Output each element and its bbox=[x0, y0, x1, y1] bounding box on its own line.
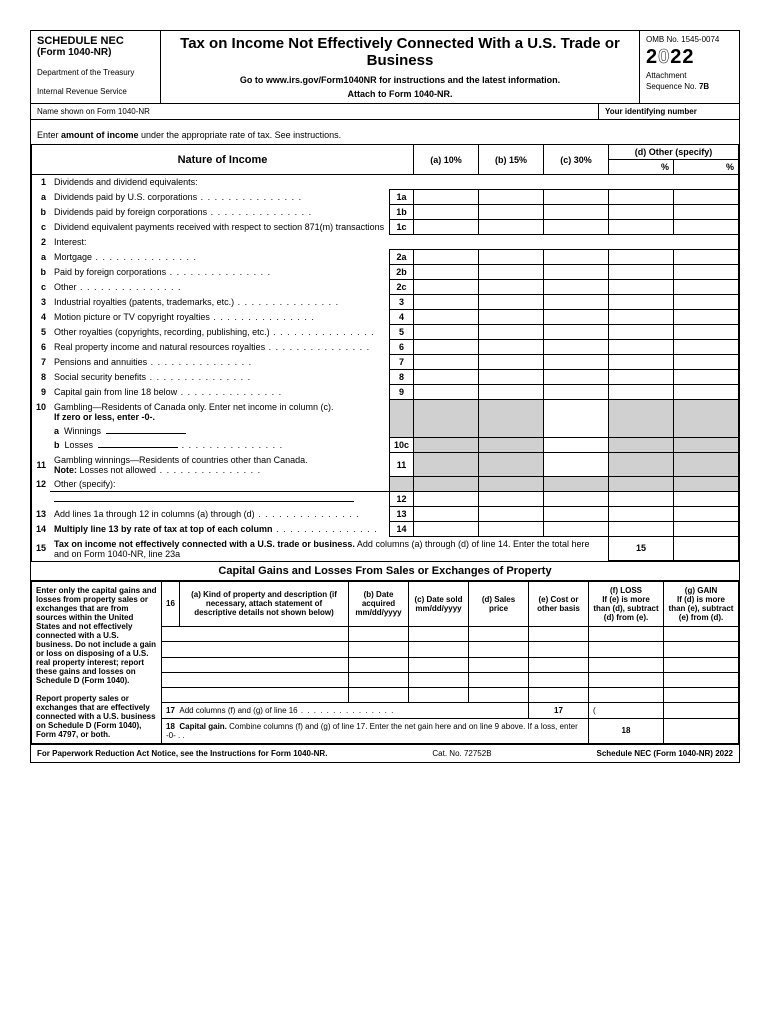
capgains-title: Capital Gains and Losses From Sales or E… bbox=[31, 561, 739, 581]
sequence-no: Sequence No. 7B bbox=[646, 82, 733, 91]
name-field-label[interactable]: Name shown on Form 1040-NR bbox=[31, 104, 599, 119]
dept-irs: Internal Revenue Service bbox=[37, 87, 154, 96]
line-10a: a Winnings bbox=[50, 424, 389, 438]
line-3: Industrial royalties (patents, trademark… bbox=[50, 295, 389, 310]
cap-col-e: (e) Cost or other basis bbox=[529, 582, 589, 627]
line-4: Motion picture or TV copyright royalties bbox=[50, 310, 389, 325]
cap-col-d: (d) Sales price bbox=[469, 582, 529, 627]
cap-col-f: (f) LOSSIf (e) is more than (d), subtrac… bbox=[589, 582, 664, 627]
line-2: Interest: bbox=[50, 235, 738, 250]
line-1c: Dividend equivalent payments received wi… bbox=[50, 220, 389, 235]
goto-link: Go to www.irs.gov/Form1040NR for instruc… bbox=[167, 75, 633, 85]
line-9: Capital gain from line 18 below bbox=[50, 385, 389, 400]
col-c-header: (c) 30% bbox=[544, 145, 609, 175]
header-right: OMB No. 1545-0074 2022 Attachment Sequen… bbox=[639, 31, 739, 103]
form-container: SCHEDULE NEC (Form 1040-NR) Department o… bbox=[30, 30, 740, 763]
tax-year: 2022 bbox=[646, 46, 733, 69]
dept-treasury: Department of the Treasury bbox=[37, 68, 154, 77]
omb-number: OMB No. 1545-0074 bbox=[646, 35, 733, 44]
line-2c: Other bbox=[50, 280, 389, 295]
id-field-label[interactable]: Your identifying number bbox=[599, 104, 739, 119]
cap-col-b: (b) Date acquired mm/dd/yyyy bbox=[349, 582, 409, 627]
line-10: Gambling—Residents of Canada only. Enter… bbox=[50, 400, 389, 424]
footer-mid: Cat. No. 72752B bbox=[432, 749, 491, 758]
form-number: (Form 1040-NR) bbox=[37, 47, 154, 58]
col-d-header: (d) Other (specify) bbox=[609, 145, 739, 160]
line-11: Gambling winnings—Residents of countries… bbox=[50, 453, 389, 477]
cap-col-c: (c) Date sold mm/dd/yyyy bbox=[409, 582, 469, 627]
pct-2: % bbox=[674, 160, 739, 175]
form-title: Tax on Income Not Effectively Connected … bbox=[167, 35, 633, 69]
schedule-label: SCHEDULE NEC bbox=[37, 35, 154, 47]
footer-right: Schedule NEC (Form 1040-NR) 2022 bbox=[597, 749, 734, 758]
col-b-header: (b) 15% bbox=[479, 145, 544, 175]
line-13: Add lines 1a through 12 in columns (a) t… bbox=[50, 506, 389, 521]
line-15: Tax on income not effectively connected … bbox=[50, 536, 608, 561]
line-16-no: 16 bbox=[162, 582, 180, 627]
name-row: Name shown on Form 1040-NR Your identify… bbox=[31, 104, 739, 120]
line-7: Pensions and annuities bbox=[50, 355, 389, 370]
line-6: Real property income and natural resourc… bbox=[50, 340, 389, 355]
form-footer: For Paperwork Reduction Act Notice, see … bbox=[31, 744, 739, 762]
line-17: 17 Add columns (f) and (g) of line 16 bbox=[162, 703, 529, 718]
header-center: Tax on Income Not Effectively Connected … bbox=[161, 31, 639, 103]
footer-left: For Paperwork Reduction Act Notice, see … bbox=[37, 749, 327, 758]
cap-col-g: (g) GAINIf (d) is more than (e), subtrac… bbox=[664, 582, 739, 627]
line-1b: Dividends paid by foreign corporations bbox=[50, 205, 389, 220]
line-5: Other royalties (copyrights, recording, … bbox=[50, 325, 389, 340]
capgains-table: Enter only the capital gains and losses … bbox=[31, 581, 739, 744]
line-2a: Mortgage bbox=[50, 250, 389, 265]
line-12: Other (specify): bbox=[50, 477, 389, 492]
cap-col-a: (a) Kind of property and description (if… bbox=[180, 582, 349, 627]
instruction-text: Enter amount of income under the appropr… bbox=[31, 120, 739, 144]
line-10b: b Losses bbox=[50, 438, 389, 453]
line-1a: Dividends paid by U.S. corporations bbox=[50, 190, 389, 205]
pct-1: % bbox=[609, 160, 674, 175]
line-18: 18 Capital gain. Combine columns (f) and… bbox=[162, 718, 589, 743]
col-a-header: (a) 10% bbox=[414, 145, 479, 175]
header-left: SCHEDULE NEC (Form 1040-NR) Department o… bbox=[31, 31, 161, 103]
capgains-sidenote: Enter only the capital gains and losses … bbox=[32, 582, 162, 744]
income-table: Nature of Income (a) 10% (b) 15% (c) 30%… bbox=[31, 144, 739, 561]
attach-instruction: Attach to Form 1040-NR. bbox=[167, 89, 633, 99]
form-header: SCHEDULE NEC (Form 1040-NR) Department o… bbox=[31, 31, 739, 104]
attachment-label: Attachment bbox=[646, 71, 733, 80]
line-2b: Paid by foreign corporations bbox=[50, 265, 389, 280]
line-1: Dividends and dividend equivalents: bbox=[50, 175, 738, 190]
line-14: Multiply line 13 by rate of tax at top o… bbox=[50, 521, 389, 536]
nature-header: Nature of Income bbox=[32, 145, 414, 175]
line-8: Social security benefits bbox=[50, 370, 389, 385]
